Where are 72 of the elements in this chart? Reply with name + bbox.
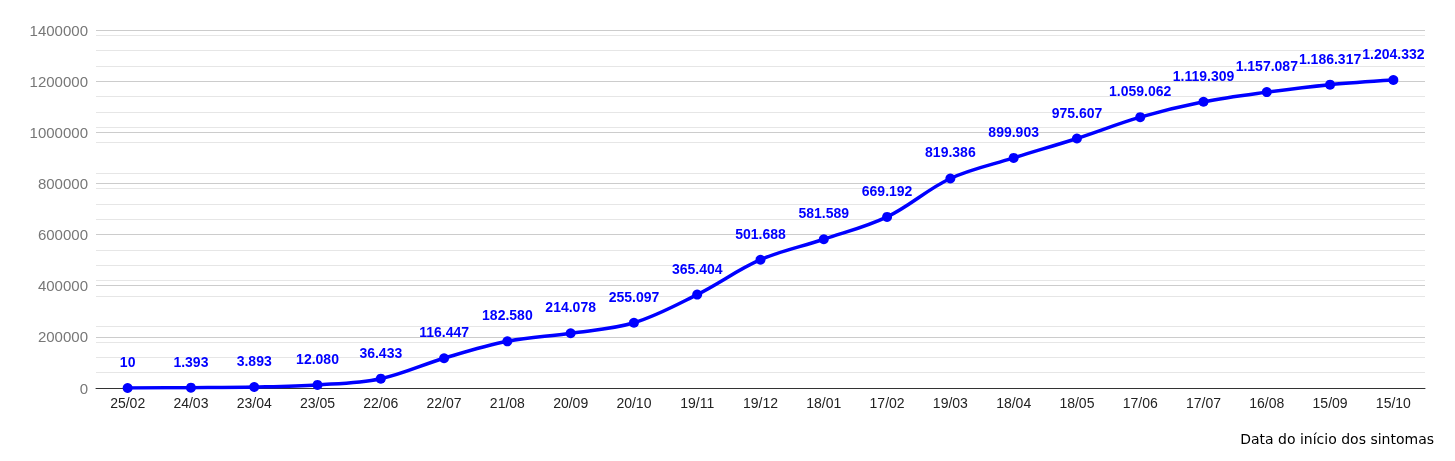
data-label: 669.192: [861, 182, 913, 199]
x-tick-label: 18/04: [996, 395, 1032, 411]
x-tick-label: 20/09: [553, 395, 589, 411]
x-tick-label: 19/11: [680, 395, 715, 411]
data-label: 975.607: [1051, 104, 1103, 121]
y-tick-label: 800000: [37, 174, 88, 192]
point: [122, 383, 133, 393]
point: [312, 379, 323, 390]
x-tick-label: 25/02: [110, 395, 146, 411]
point: [502, 336, 513, 347]
data-label: 1.204.332: [1362, 46, 1425, 63]
y-tick-label: 1400000: [29, 21, 88, 39]
data-label: 899.903: [988, 123, 1040, 140]
point: [249, 382, 260, 392]
point: [945, 173, 956, 184]
data-label: 819.386: [925, 144, 976, 161]
point: [1071, 133, 1082, 144]
data-label: 182.580: [482, 307, 533, 324]
x-tick-label: 23/04: [236, 395, 272, 411]
x-tick-label: 19/12: [742, 395, 779, 411]
point: [185, 382, 196, 393]
x-tick-label: 22/07: [426, 395, 462, 411]
y-tick-label: 1200000: [29, 72, 88, 90]
point: [1388, 75, 1399, 86]
data-label: 365.404: [671, 260, 723, 277]
y-tick-label: 600000: [37, 226, 88, 244]
data-label: 501.688: [735, 225, 787, 242]
data-label: 255.097: [608, 288, 660, 305]
y-tick-label: 1000000: [29, 123, 88, 141]
x-tick-label: 21/08: [489, 395, 526, 411]
data-label: 1.119.309: [1172, 67, 1235, 84]
point: [755, 254, 766, 265]
data-label: 1.059.062: [1109, 83, 1172, 100]
x-axis-title: Data do início dos sintomas: [1240, 431, 1435, 447]
point: [1198, 96, 1209, 107]
point: [439, 353, 450, 364]
point: [1325, 79, 1336, 90]
x-tick-label: 15/10: [1375, 395, 1412, 411]
data-label: 10: [119, 354, 136, 370]
data-label: 214.078: [545, 299, 597, 316]
point: [692, 289, 703, 300]
x-tick-label: 18/05: [1059, 395, 1095, 411]
data-label: 3.893: [236, 353, 272, 369]
data-label: 581.589: [798, 205, 850, 222]
point: [628, 317, 639, 328]
y-tick-label: 200000: [37, 328, 88, 346]
x-tick-label: 17/06: [1122, 395, 1158, 411]
point: [1008, 152, 1019, 163]
point: [565, 328, 576, 339]
point: [1261, 87, 1272, 98]
data-label: 1.157.087: [1235, 58, 1299, 75]
point: [1135, 112, 1146, 123]
x-tick-label: 20/10: [616, 395, 652, 411]
x-tick-label: 18/01: [806, 395, 842, 411]
point: [882, 211, 893, 222]
x-tick-label: 16/08: [1249, 395, 1285, 411]
x-tick-label: 17/07: [1185, 395, 1222, 411]
y-tick-label: 0: [79, 379, 88, 397]
x-tick-label: 22/06: [363, 395, 399, 411]
x-tick-label: 24/03: [173, 395, 209, 411]
point: [818, 234, 829, 245]
x-tick-label: 15/09: [1312, 395, 1348, 411]
x-tick-label: 19/03: [932, 395, 969, 411]
data-label: 1.393: [173, 353, 209, 370]
data-label: 116.447: [419, 324, 470, 341]
x-tick-label: 17/02: [869, 395, 905, 411]
y-tick-label: 400000: [37, 277, 88, 295]
data-label: 1.186.317: [1298, 50, 1362, 67]
x-tick-label: 23/05: [299, 395, 336, 411]
point: [375, 373, 386, 384]
data-label: 12.080: [296, 350, 340, 367]
data-label: 36.433: [359, 344, 403, 361]
